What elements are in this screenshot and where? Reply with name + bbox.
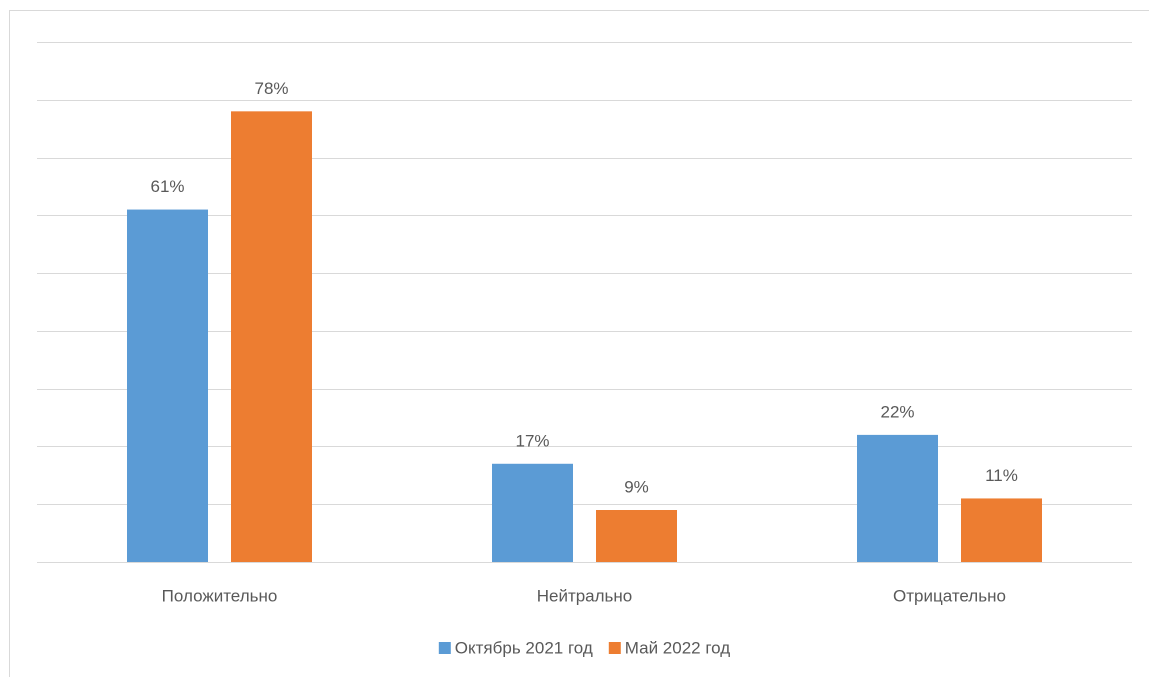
bar: [492, 463, 573, 562]
data-label: 61%: [150, 177, 184, 196]
data-label: 78%: [254, 79, 288, 98]
bar: [961, 498, 1042, 562]
data-label: 11%: [985, 466, 1018, 485]
legend-label: Май 2022 год: [625, 638, 730, 657]
bar: [596, 510, 677, 562]
bar: [857, 434, 938, 562]
x-tick-label: Положительно: [162, 586, 278, 605]
bar: [231, 111, 312, 562]
data-label: 22%: [880, 402, 914, 421]
x-tick-label: Отрицательно: [893, 586, 1006, 605]
x-tick-label: Нейтрально: [537, 586, 633, 605]
data-label: 17%: [515, 431, 549, 450]
chart-border: [9, 10, 1149, 677]
legend-label: Октябрь 2021 год: [455, 638, 593, 657]
data-label: 9%: [624, 477, 649, 496]
legend-swatch: [608, 642, 621, 654]
legend-swatch: [438, 642, 451, 654]
bar: [127, 209, 208, 563]
